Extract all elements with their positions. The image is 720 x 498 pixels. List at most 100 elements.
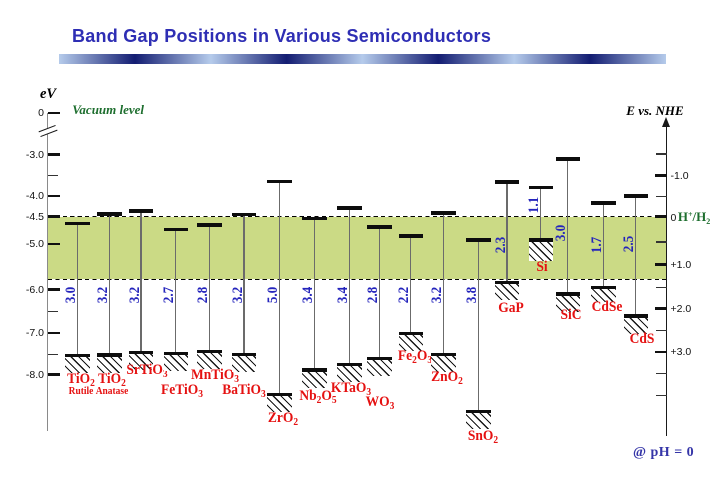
conduction-band-bar: [337, 206, 362, 210]
formula-text: SrTiO: [125, 362, 163, 379]
bandgap-connector-line: [540, 188, 542, 239]
material-label: ZrO2: [267, 409, 298, 427]
left-axis-line: [46, 113, 49, 431]
formula-subscript: 5: [331, 395, 337, 406]
right-axis-tick: [656, 153, 667, 155]
material-label: Si: [536, 260, 547, 275]
left-axis-title: eV: [39, 86, 57, 102]
bandgap-value-label: 3.8: [463, 286, 480, 303]
conduction-band-bar: [267, 179, 292, 184]
vacuum-level-label: Vacuum level: [72, 101, 145, 117]
right-axis-tick-label: +1.0: [670, 258, 692, 271]
conduction-band-bar: [128, 209, 154, 213]
left-axis-tick: [47, 288, 60, 291]
material-label: CdS: [629, 332, 654, 347]
bandgap-value-label: 3.2: [429, 286, 445, 303]
valence-band-hatch: [398, 335, 424, 352]
formula-text: Fe: [397, 347, 412, 364]
formula-subscript: 3: [426, 354, 432, 366]
formula-text: ZrO: [267, 409, 294, 426]
formula-subscript: 3: [260, 389, 266, 401]
valence-band-bar: [494, 280, 520, 285]
valence-band-hatch: [302, 371, 327, 388]
left-axis-tick: [47, 174, 58, 176]
formula-text: TiO: [98, 371, 122, 387]
formula-subscript: 3: [233, 373, 239, 385]
formula-text: TiO: [66, 371, 90, 387]
right-axis-tick: [654, 263, 667, 266]
formula-text: O: [320, 388, 332, 404]
material-label: CdSe: [592, 300, 623, 315]
valence-band-hatch: [494, 284, 520, 301]
bandgap-connector-line: [76, 224, 79, 354]
bandgap-connector-line: [410, 237, 412, 332]
conduction-band-bar: [528, 185, 554, 190]
bandgap-value-label: 2.2: [396, 286, 413, 303]
bandgap-connector-line: [108, 215, 111, 354]
right-axis-tick-label: +2.0: [670, 302, 692, 315]
valence-band-bar: [398, 331, 424, 336]
right-axis-tick: [656, 241, 667, 243]
left-axis-tick: [47, 111, 60, 115]
valence-band-bar: [97, 353, 122, 357]
bandgap-value-label: 2.8: [195, 286, 212, 303]
valence-band-bar: [197, 349, 222, 354]
material-label: Fe2O3: [397, 347, 432, 366]
left-axis-tick-label: -4.5: [25, 210, 44, 223]
formula-text: FeTiO: [160, 381, 198, 398]
formula-subscript: 2: [316, 395, 321, 406]
bandgap-connector-line: [442, 214, 445, 353]
material-label: Nb2O5: [298, 388, 337, 406]
left-axis-tick-label: -5.0: [25, 237, 44, 250]
conduction-band-bar: [623, 194, 649, 198]
right-axis-tick: [654, 215, 667, 218]
valence-band-hatch: [528, 241, 554, 261]
left-axis-tick: [47, 332, 60, 335]
valence-band-hatch: [555, 295, 581, 312]
bandgap-value-label: 2.8: [365, 286, 381, 303]
left-axis-tick-label: -6.0: [25, 283, 44, 296]
formula-subscript: 3: [389, 401, 394, 412]
bandgap-value-label: 1.7: [589, 236, 605, 254]
formula-text: WO: [365, 394, 390, 410]
bandgap-value-label: 3.4: [335, 286, 352, 303]
material-label: SiC: [560, 308, 581, 323]
valence-band-bar: [65, 353, 90, 358]
formula-subscript: 3: [366, 386, 372, 398]
formula-text: ZnO: [431, 368, 459, 385]
material-label: MnTiO3: [191, 367, 239, 385]
valence-band-hatch: [466, 413, 491, 430]
nhe-zero-label: 0: [670, 211, 677, 224]
conduction-band-bar: [431, 211, 456, 215]
valence-band-hatch: [623, 317, 649, 334]
right-axis-tick: [654, 307, 667, 310]
bandgap-connector-line: [567, 160, 569, 293]
page-title: Band Gap Positions in Various Semiconduc…: [72, 26, 492, 46]
formula-subscript: 2: [121, 378, 126, 389]
left-axis-tick: [47, 194, 60, 198]
bandgap-connector-line: [313, 219, 315, 369]
left-axis-tick-label: 0: [38, 107, 44, 119]
material-label: GaP: [498, 300, 524, 315]
valence-band-hatch: [591, 289, 616, 302]
valence-band-hatch: [337, 366, 362, 383]
bandgap-value-label: 3.0: [553, 224, 570, 241]
right-axis-tick-label: -1.0: [670, 169, 689, 182]
right-axis-tick: [656, 394, 667, 397]
conduction-band-bar: [466, 238, 491, 242]
valence-band-bar: [231, 352, 257, 357]
formula-text: KTaO: [331, 379, 367, 396]
conduction-band-bar: [231, 212, 257, 217]
h2-redox-dashed-line: [48, 215, 667, 218]
material-label: KTaO3: [331, 379, 372, 398]
bandgap-connector-line: [175, 230, 177, 352]
material-note-label: Anatase: [95, 386, 129, 398]
bandgap-connector-line: [278, 182, 280, 393]
formula-text: Nb: [298, 388, 317, 404]
valence-band-hatch: [97, 356, 122, 373]
conduction-band-bar: [65, 221, 90, 226]
h2-redox-couple-label: H+/H2: [677, 208, 711, 226]
left-axis-tick-label: -8.0: [25, 368, 44, 381]
formula-subscript: 2: [492, 435, 498, 446]
